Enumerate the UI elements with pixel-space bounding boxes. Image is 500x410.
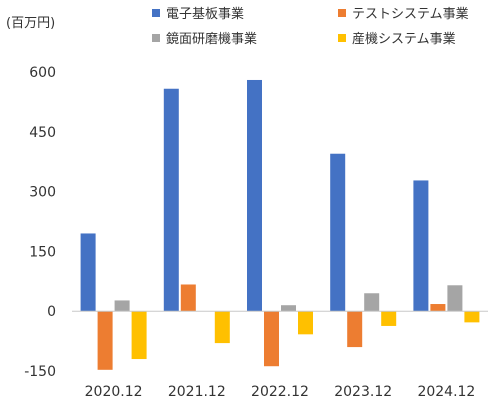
legend-swatch-1 <box>152 9 160 17</box>
bar-2022-12-s3 <box>281 305 296 312</box>
y-tick-label-0: -150 <box>24 364 56 380</box>
legend-label-4: 産機システム事業 <box>352 31 456 47</box>
bar-2020-12-s1 <box>80 233 96 312</box>
y-tick-label-5: 600 <box>29 65 56 81</box>
x-axis-labels: 2020.12 2021.12 2022.12 2023.12 2024.12 <box>85 384 476 400</box>
bar-2022-12-s4 <box>298 311 313 335</box>
bar-2023-12-s2 <box>347 311 363 348</box>
unit-label: (百万円) <box>6 16 55 31</box>
legend-label-2: テストシステム事業 <box>352 6 469 22</box>
legend-swatch-3 <box>152 34 160 42</box>
x-label-2021-12: 2021.12 <box>168 384 226 400</box>
bar-2022-12-s1 <box>247 79 262 312</box>
legend-label-3: 鏡面研磨機事業 <box>166 31 257 47</box>
bar-2021-12-s1 <box>163 88 179 312</box>
y-tick-label-2: 150 <box>29 244 56 260</box>
bar-2024-12-s3 <box>447 285 463 312</box>
bar-2023-12-s4 <box>381 311 397 326</box>
x-label-2024-12: 2024.12 <box>417 384 475 400</box>
x-label-2023-12: 2023.12 <box>334 384 392 400</box>
y-tick-label-1: 0 <box>47 304 56 320</box>
legend-swatch-4 <box>338 34 346 42</box>
bar-2020-12-s4 <box>131 311 147 360</box>
y-tick-label-4: 450 <box>29 125 56 141</box>
bar-2020-12-s3 <box>114 300 130 312</box>
bar-2024-12-s1 <box>413 180 429 312</box>
bar-2024-12-s2 <box>430 304 446 312</box>
y-tick-label-3: 300 <box>29 185 56 201</box>
y-axis-ticks: -150 0 150 300 450 600 <box>24 65 56 380</box>
bar-2021-12-s2 <box>180 284 196 312</box>
bar-2023-12-s1 <box>330 153 346 312</box>
bars <box>80 79 480 370</box>
bar-2021-12-s4 <box>214 311 230 344</box>
legend-label-1: 電子基板事業 <box>166 6 244 22</box>
legend-swatch-2 <box>338 9 346 17</box>
bar-2020-12-s2 <box>97 311 113 370</box>
bar-2024-12-s4 <box>464 311 480 323</box>
x-label-2022-12: 2022.12 <box>251 384 309 400</box>
bar-2022-12-s2 <box>264 311 279 367</box>
x-label-2020-12: 2020.12 <box>85 384 143 400</box>
bar-2023-12-s3 <box>364 293 380 312</box>
